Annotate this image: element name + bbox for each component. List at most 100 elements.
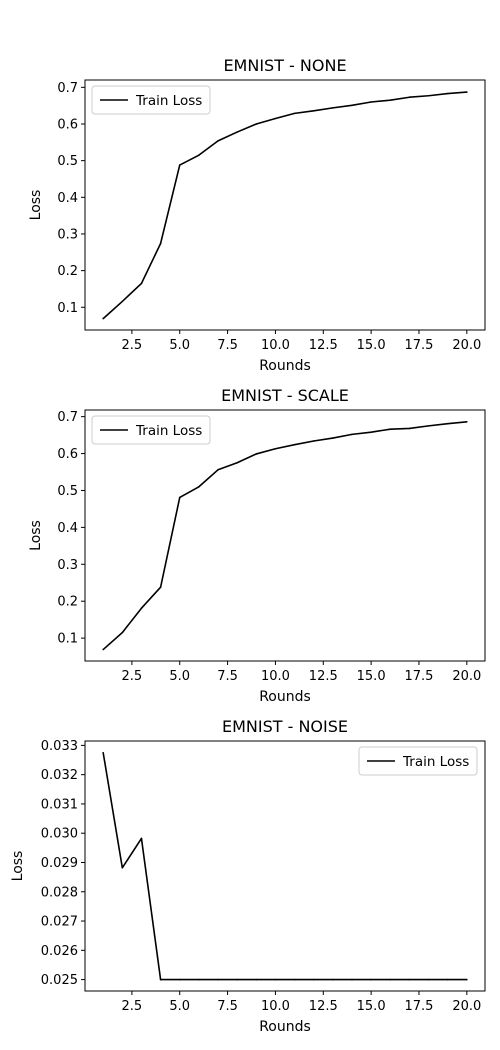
y-tick-label: 0.027 [41, 915, 78, 930]
y-tick-label: 0.029 [41, 856, 78, 871]
data-point [140, 837, 143, 840]
data-point [370, 978, 372, 981]
x-axis-label: Rounds [259, 358, 311, 374]
legend-entry: Train Loss [135, 423, 202, 439]
y-tick-label: 0.1 [57, 632, 78, 647]
data-point [159, 978, 162, 981]
data-point [293, 112, 296, 115]
data-point [351, 104, 353, 107]
data-point [198, 154, 200, 156]
data-point [274, 978, 277, 981]
data-point [351, 978, 353, 981]
x-tick-label: 20.0 [452, 669, 481, 684]
x-tick-label: 2.5 [122, 999, 143, 1014]
data-point [255, 123, 258, 125]
data-point [389, 99, 392, 101]
subplot-none: EMNIST - NONE 2.5 5.0 7.5 10.0 12.5 15.0 17.5 20… [28, 56, 486, 374]
x-tick-label: 15.0 [357, 338, 386, 353]
y-tick-label: 0.031 [41, 797, 78, 812]
data-point [274, 117, 277, 120]
x-tick-label: 7.5 [217, 669, 238, 684]
x-axis-label: Rounds [259, 1019, 311, 1035]
y-tick-label: 0.2 [57, 595, 78, 610]
data-point [102, 751, 104, 754]
x-tick-label: 12.5 [309, 669, 338, 684]
data-point [198, 485, 200, 488]
y-tick-label: 0.4 [57, 191, 78, 206]
y-axis-label: Loss [10, 851, 26, 882]
data-point [370, 101, 372, 103]
data-point [159, 242, 162, 245]
data-point [178, 164, 181, 166]
data-point [312, 978, 315, 981]
y-tick-label: 0.033 [41, 739, 78, 754]
legend-box [91, 85, 211, 115]
data-point [446, 92, 449, 95]
y-tick-label: 0.032 [41, 768, 78, 783]
data-point [466, 978, 468, 981]
y-tick-label: 0.6 [57, 447, 78, 462]
y-tick-label: 0.5 [57, 154, 78, 169]
data-point [274, 447, 277, 450]
y-tick-label: 0.1 [57, 301, 78, 316]
x-tick-label: 10.0 [261, 338, 290, 353]
series-line-train-loss [102, 91, 467, 320]
y-tick-label: 0.028 [41, 885, 78, 900]
data-point [102, 317, 104, 320]
data-point [312, 440, 315, 442]
x-tick-label: 10.0 [261, 999, 290, 1014]
data-point [427, 94, 430, 97]
y-tick-label: 0.4 [57, 521, 78, 536]
x-tick-label: 20.0 [452, 338, 481, 353]
x-axis-label: Rounds [259, 689, 311, 705]
data-point [178, 978, 181, 981]
legend-box [91, 415, 211, 445]
legend: Train Loss [91, 415, 211, 445]
data-point [446, 978, 449, 981]
x-tick-label: 2.5 [122, 669, 143, 684]
legend-entry: Train Loss [135, 93, 202, 109]
y-tick-label: 0.6 [57, 117, 78, 132]
data-point [408, 427, 411, 430]
data-point [236, 461, 238, 464]
x-tick-label: 7.5 [217, 338, 238, 353]
x-tick-label: 20.0 [452, 999, 481, 1014]
series-line-train-loss [102, 752, 467, 981]
x-tick-label: 5.0 [169, 669, 190, 684]
data-point [236, 978, 238, 981]
subplot-scale: EMNIST - SCALE 2.5 5.0 7.5 10.0 12.5 15.0 17.5 2… [28, 386, 486, 705]
data-point [427, 425, 430, 427]
y-tick-label: 0.030 [41, 827, 78, 842]
x-tick-label: 7.5 [217, 999, 238, 1014]
data-point [293, 978, 296, 981]
data-point [332, 978, 334, 981]
legend: Train Loss [91, 85, 211, 115]
data-point [217, 978, 219, 981]
subplot-noise: EMNIST - NOISE 2.5 5.0 7.5 10.0 12.5 15.0 17.5 2… [10, 717, 486, 1035]
data-point [198, 978, 200, 981]
data-point [293, 443, 296, 446]
y-tick-label: 0.5 [57, 484, 78, 499]
data-point [121, 866, 124, 869]
data-point [332, 107, 334, 109]
axes-frame [84, 409, 486, 662]
x-tick-label: 17.5 [404, 338, 433, 353]
data-point [408, 978, 411, 981]
data-point [255, 453, 258, 455]
data-point [159, 586, 162, 588]
data-point [408, 96, 411, 99]
data-point [255, 978, 258, 981]
y-axis-label: Loss [28, 520, 44, 551]
data-point [178, 496, 181, 499]
x-tick-label: 10.0 [261, 669, 290, 684]
data-point [236, 131, 238, 133]
data-point [217, 468, 219, 471]
x-tick-label: 15.0 [357, 669, 386, 684]
data-point [446, 422, 449, 425]
axes-frame [84, 79, 486, 331]
data-point [312, 109, 315, 112]
data-point [140, 607, 143, 610]
data-point [466, 91, 468, 93]
chart-title: EMNIST - NONE [223, 56, 346, 75]
